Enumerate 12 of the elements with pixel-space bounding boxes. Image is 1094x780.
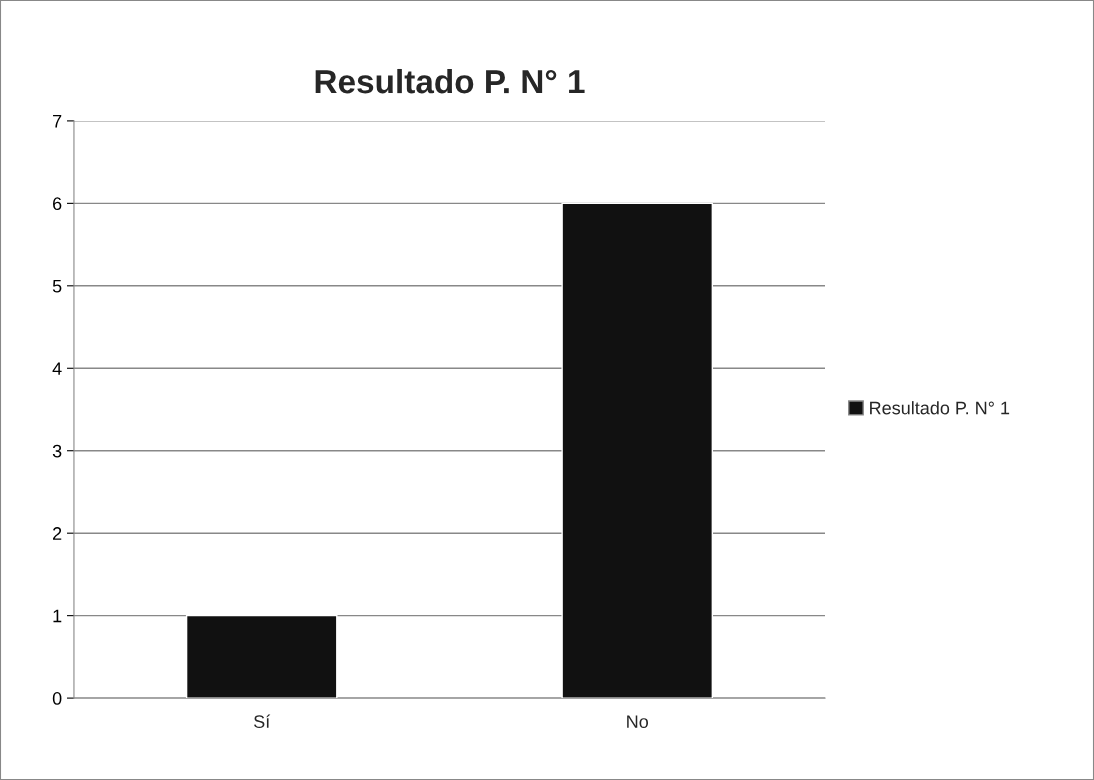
y-tick-label: 4: [52, 362, 62, 375]
y-tick-label: 2: [53, 527, 62, 540]
y-tick-label: 6: [53, 197, 62, 211]
chart-title: Resultado P. N° 1: [315, 68, 585, 94]
y-tick-label: 3: [52, 444, 62, 458]
x-tick-label: No: [627, 715, 649, 729]
x-tick-label: Sí: [254, 714, 271, 729]
y-tick-label: 0: [52, 692, 62, 705]
legend-label: Resultado P. N° 1: [870, 401, 1010, 415]
y-tick-label: 5: [52, 279, 62, 293]
y-tick-label: 1: [53, 609, 62, 623]
y-tick-label: 7: [53, 115, 62, 128]
